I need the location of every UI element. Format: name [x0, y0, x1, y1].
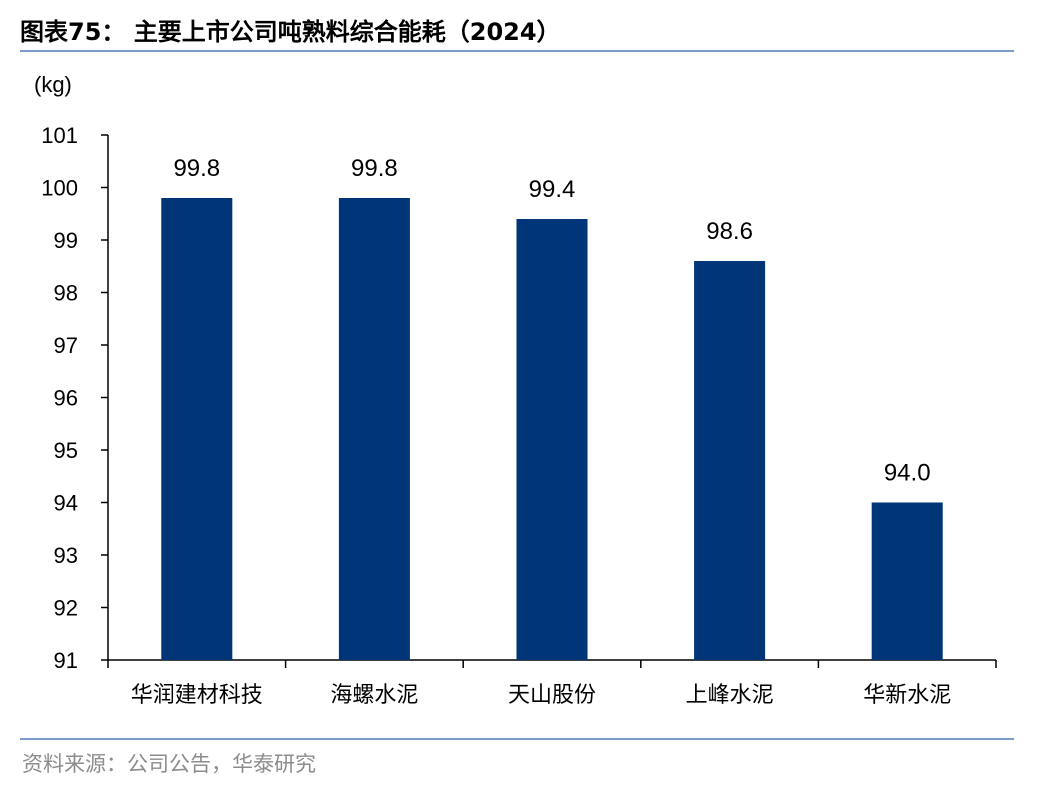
x-category-label: 海螺水泥	[330, 683, 418, 708]
bar-value-label: 99.8	[173, 155, 220, 182]
header-rule	[20, 50, 1014, 52]
bar-value-label: 94.0	[884, 460, 931, 487]
x-category-label: 华新水泥	[863, 683, 951, 708]
y-tick-label: 97	[54, 333, 78, 358]
y-axis-unit-label: (kg)	[34, 72, 72, 97]
y-tick-label: 99	[54, 228, 78, 253]
data-labels: 99.8 99.8 99.4 98.6 94.0	[173, 155, 930, 487]
bar	[871, 502, 943, 660]
y-tick-label: 92	[54, 596, 78, 621]
bar-value-label: 98.6	[706, 218, 753, 245]
y-tick-label: 93	[54, 543, 78, 568]
y-tick-label: 94	[54, 491, 78, 516]
y-tick-label: 100	[41, 176, 78, 201]
bar-value-label: 99.4	[529, 176, 576, 203]
figure-title: 图表75： 主要上市公司吨熟料综合能耗（2024）	[20, 18, 561, 46]
y-axis: 91 92 93 94 95 96 97 98 99 100 101	[41, 123, 109, 673]
x-axis	[107, 659, 997, 668]
bar	[694, 261, 766, 660]
y-tick-label: 95	[54, 438, 78, 463]
x-category-label: 天山股份	[508, 683, 596, 708]
bars	[161, 198, 943, 660]
bar	[516, 219, 588, 660]
x-category-label: 华润建材科技	[131, 683, 263, 708]
x-category-label: 上峰水泥	[686, 683, 774, 708]
y-tick-label: 96	[54, 386, 78, 411]
footer-rule	[20, 738, 1014, 740]
bar-value-label: 99.8	[351, 155, 398, 182]
y-tick-label: 101	[41, 123, 78, 148]
y-tick-label: 91	[54, 648, 78, 673]
bar	[161, 198, 233, 660]
source-note: 资料来源：公司公告，华泰研究	[22, 752, 316, 776]
category-labels: 华润建材科技 海螺水泥 天山股份 上峰水泥 华新水泥	[131, 683, 951, 708]
bar	[338, 198, 410, 660]
y-tick-label: 98	[54, 281, 78, 306]
